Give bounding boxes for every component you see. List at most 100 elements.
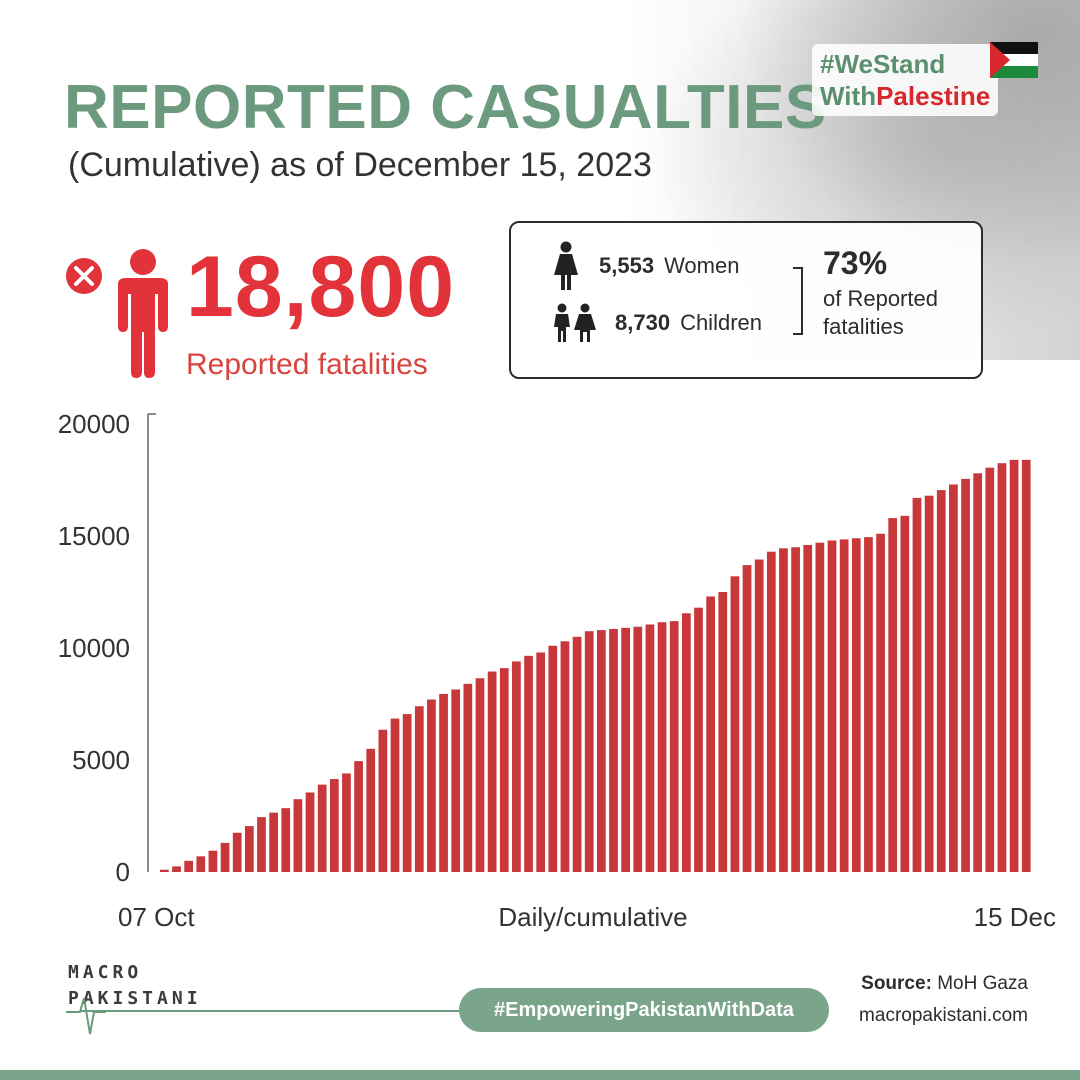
bar bbox=[633, 626, 643, 872]
bar bbox=[1009, 459, 1019, 872]
bar bbox=[536, 652, 546, 872]
bar bbox=[487, 671, 497, 872]
bar bbox=[524, 655, 533, 872]
bar bbox=[196, 856, 206, 872]
source-block: Source: MoH Gaza macropakistani.com bbox=[859, 968, 1028, 1032]
women-count: 5,553 bbox=[599, 253, 655, 278]
close-circle-icon bbox=[66, 258, 102, 294]
person-icon bbox=[118, 249, 168, 378]
bar bbox=[1021, 459, 1031, 872]
bar bbox=[305, 792, 315, 872]
bar bbox=[609, 628, 618, 872]
fatalities-summary: 18,800 Reported fatalities bbox=[64, 239, 504, 384]
bar bbox=[281, 808, 291, 872]
women-label: Women bbox=[664, 253, 740, 278]
y-tick-label: 10000 bbox=[58, 633, 130, 663]
bar bbox=[232, 832, 242, 872]
bar bbox=[997, 463, 1007, 872]
bar bbox=[293, 799, 303, 872]
bar bbox=[378, 729, 388, 872]
bar bbox=[499, 668, 509, 872]
fatalities-number: 18,800 bbox=[186, 239, 456, 335]
bar bbox=[402, 714, 412, 872]
bar bbox=[342, 773, 351, 872]
bar bbox=[560, 641, 570, 872]
bar bbox=[584, 631, 594, 872]
bar bbox=[160, 869, 169, 872]
logo-line2: PAKISTANI bbox=[68, 988, 202, 1009]
bar bbox=[597, 630, 606, 872]
bar bbox=[390, 718, 400, 872]
bar bbox=[572, 636, 582, 872]
bar bbox=[949, 484, 958, 872]
bar bbox=[621, 627, 631, 872]
bar bbox=[257, 817, 266, 872]
footer-hashtag: #EmpoweringPakistanWithData bbox=[459, 988, 829, 1032]
bar bbox=[936, 490, 946, 872]
bar bbox=[694, 607, 703, 872]
bar bbox=[681, 613, 691, 872]
palestine-flag-icon bbox=[990, 42, 1038, 78]
bar bbox=[645, 624, 655, 872]
y-tick-label: 15000 bbox=[58, 521, 130, 551]
bar bbox=[851, 538, 861, 872]
percent-label: of Reported fatalities bbox=[823, 286, 938, 339]
bar bbox=[329, 779, 339, 872]
hashtag-line2a: With bbox=[820, 81, 877, 111]
bar bbox=[317, 784, 327, 872]
bar bbox=[427, 699, 436, 872]
logo-line1: MACRO bbox=[68, 962, 143, 983]
percent-value: 73% bbox=[823, 245, 888, 281]
x-start-label: 07 Oct bbox=[118, 902, 195, 932]
bar bbox=[414, 706, 424, 872]
children-count: 8,730 bbox=[615, 310, 671, 335]
bar bbox=[220, 842, 230, 872]
footer-divider bbox=[80, 1010, 470, 1012]
bar bbox=[244, 826, 254, 872]
bar bbox=[924, 495, 934, 872]
x-end-label: 15 Dec bbox=[974, 902, 1056, 932]
page-subtitle: (Cumulative) as of December 15, 2023 bbox=[68, 146, 652, 184]
bar bbox=[803, 544, 813, 872]
bar bbox=[791, 547, 800, 872]
children-row: 8,730 Children bbox=[551, 303, 762, 343]
y-tick-label: 5000 bbox=[72, 745, 130, 775]
women-row: 5,553 Women bbox=[551, 241, 739, 291]
bar bbox=[985, 467, 995, 872]
bar bbox=[839, 539, 849, 872]
casualties-bar-chart: 0 5000 10000 15000 20000 07 Oct Daily/cumula… bbox=[58, 409, 1056, 932]
bar bbox=[475, 678, 485, 872]
hashtag-badge: #WeStand WithPalestine bbox=[812, 44, 999, 116]
bar bbox=[754, 559, 764, 872]
bar bbox=[815, 542, 825, 872]
women-children-stats: 5,553 Women 8,730 Children 73% of Report… bbox=[509, 221, 983, 379]
y-tick-label: 20000 bbox=[58, 409, 130, 439]
bar bbox=[779, 548, 788, 872]
website-link[interactable]: macropakistani.com bbox=[859, 1005, 1028, 1026]
bar bbox=[742, 565, 752, 872]
bar bbox=[766, 551, 776, 872]
bar bbox=[184, 860, 194, 872]
bar bbox=[451, 689, 461, 872]
bracket-divider bbox=[793, 267, 803, 335]
bar bbox=[706, 596, 715, 872]
logo-pulse-icon bbox=[66, 997, 106, 1035]
bar bbox=[961, 478, 970, 872]
bar bbox=[463, 683, 473, 872]
bar bbox=[439, 693, 448, 872]
bar bbox=[876, 533, 885, 872]
bar bbox=[366, 748, 376, 872]
page-title: REPORTED CASUALTIES bbox=[64, 73, 827, 142]
bar bbox=[730, 576, 740, 872]
bottom-bar bbox=[0, 1070, 1080, 1080]
hashtag-line2b: Palestine bbox=[876, 81, 991, 111]
bar bbox=[718, 592, 728, 872]
bar bbox=[864, 537, 873, 872]
hashtag-line1: #WeStand bbox=[820, 49, 946, 79]
bar bbox=[269, 812, 278, 872]
bar bbox=[973, 473, 983, 872]
bar bbox=[888, 518, 898, 872]
bar bbox=[172, 866, 181, 872]
bar bbox=[900, 515, 910, 872]
fatalities-label: Reported fatalities bbox=[186, 348, 428, 381]
